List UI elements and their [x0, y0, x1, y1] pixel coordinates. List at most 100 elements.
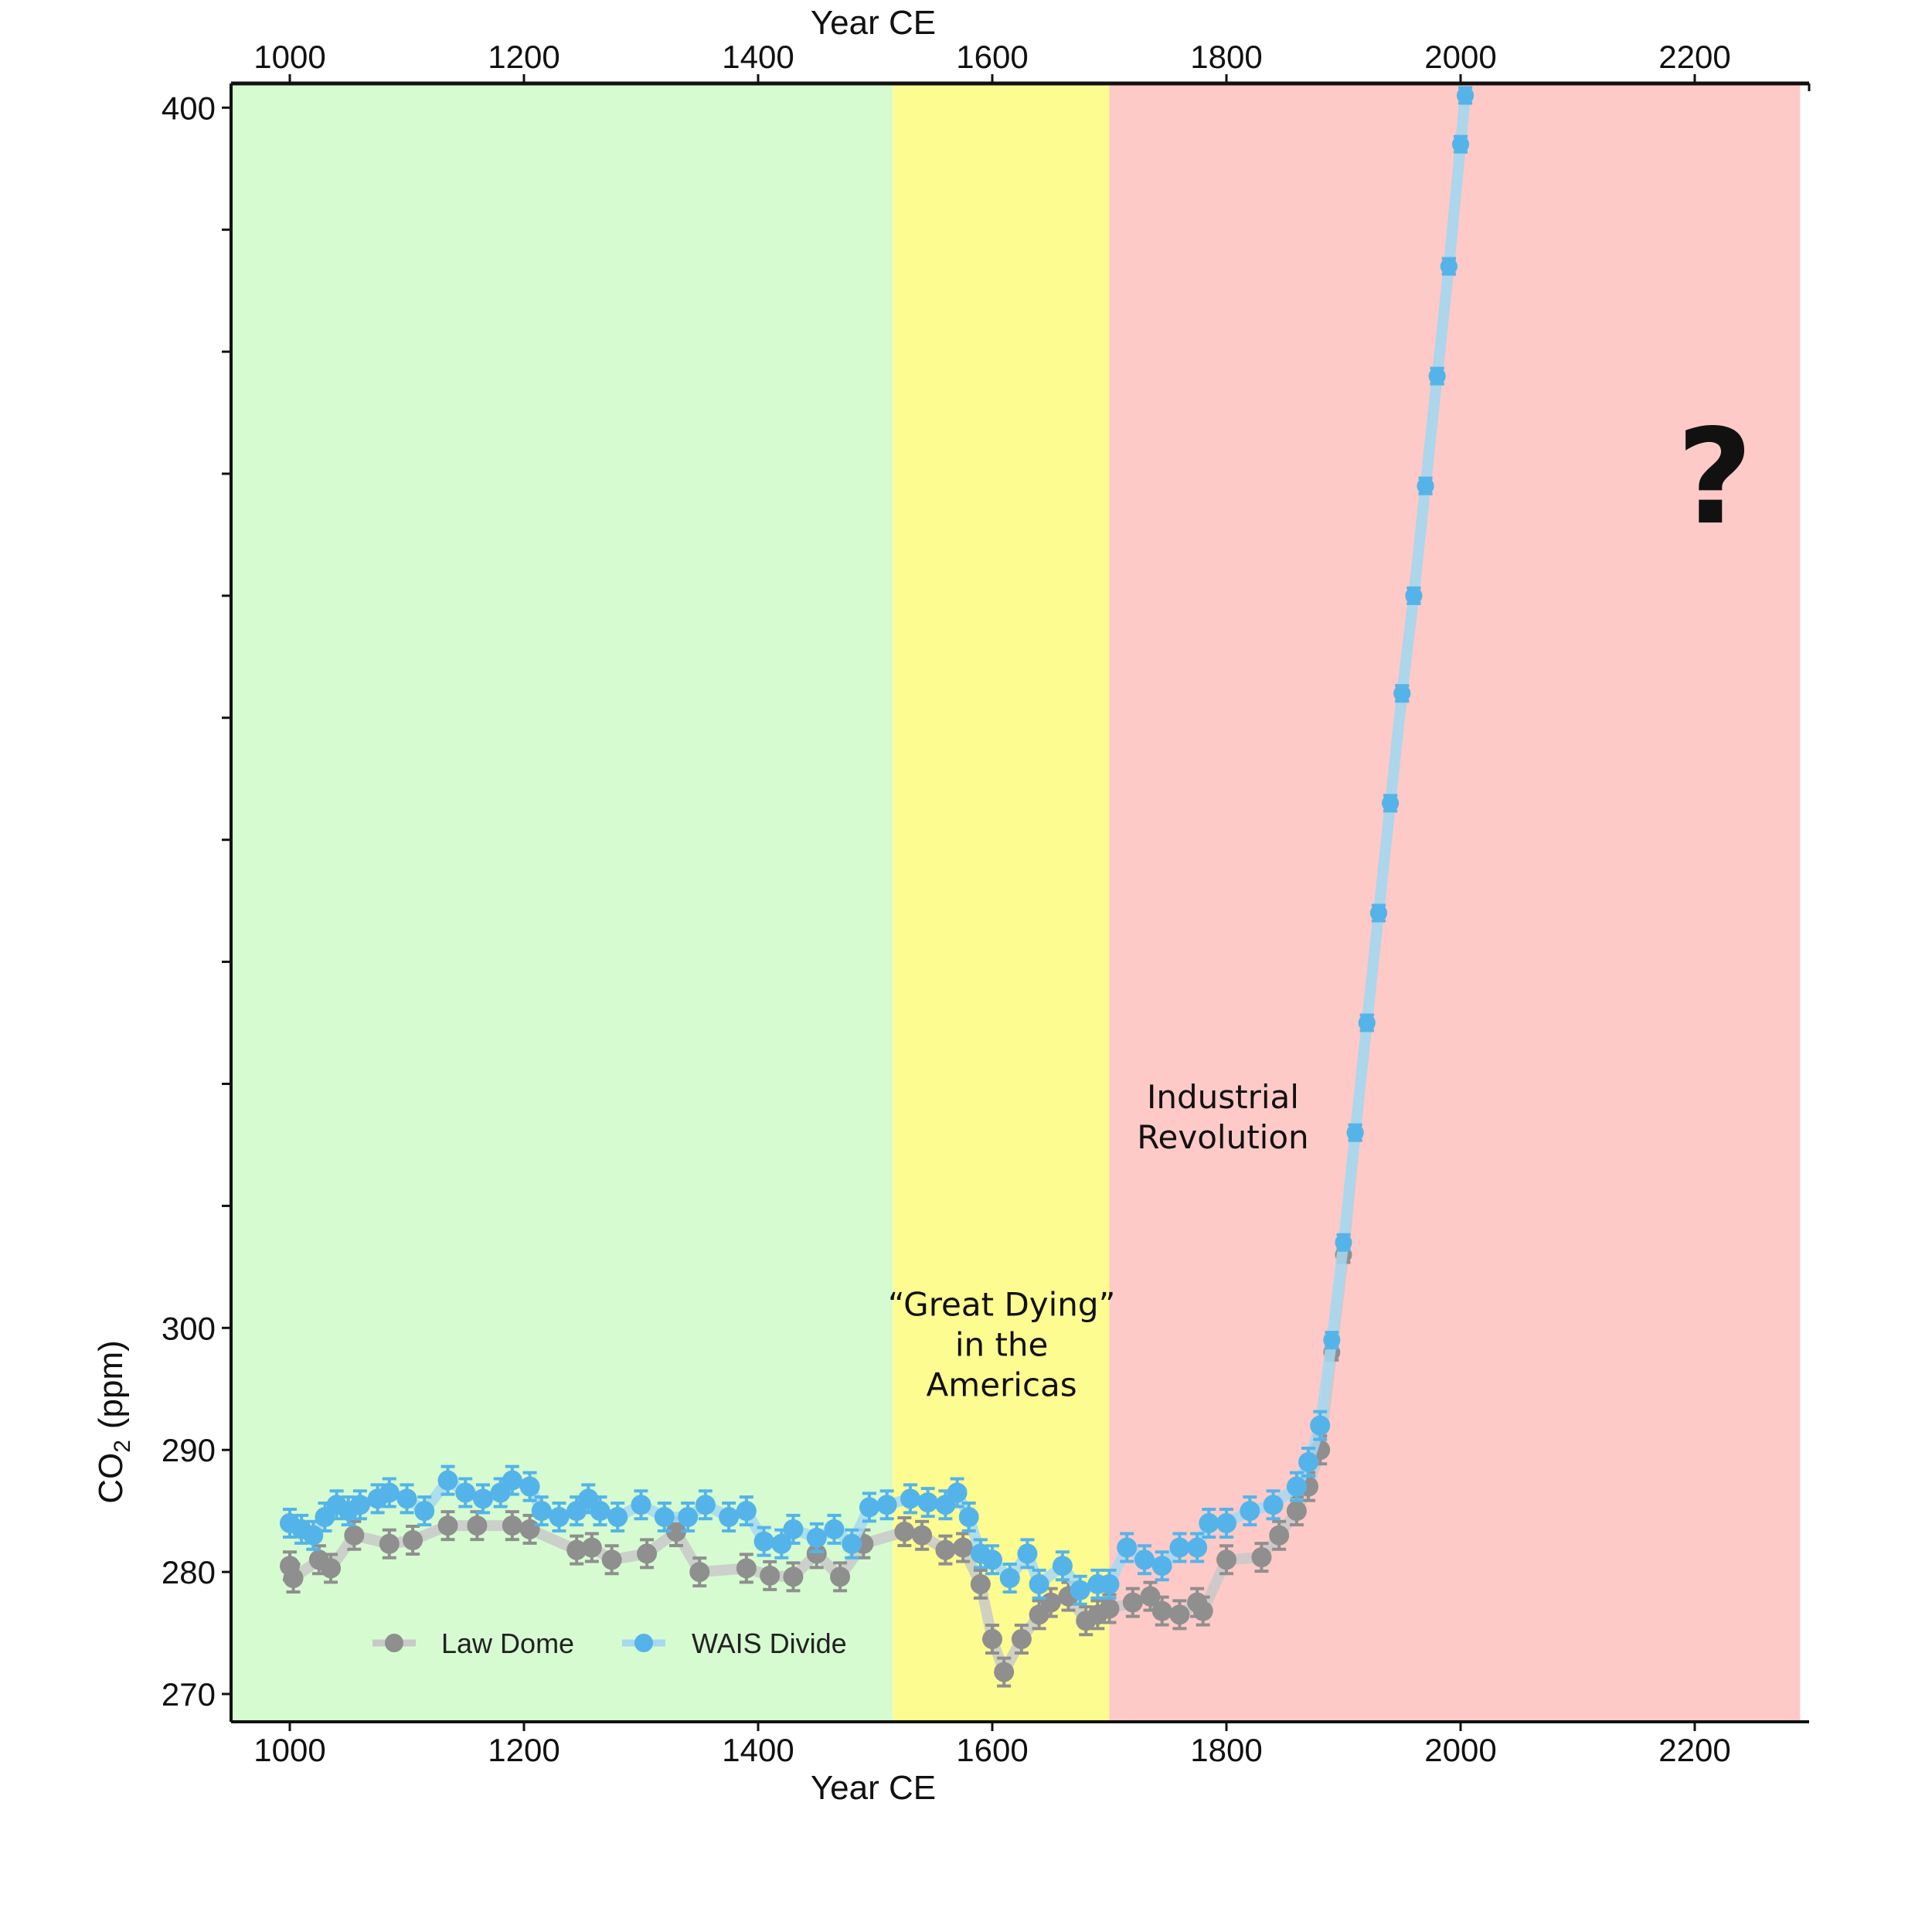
law-dome-point [894, 1515, 915, 1547]
x-tick-label-top: 1400 [722, 39, 794, 75]
wais-divide-marker [1440, 257, 1458, 275]
wais-divide-marker [472, 1488, 493, 1509]
wais-divide-marker [1187, 1537, 1208, 1558]
law-dome-marker [1011, 1628, 1032, 1649]
law-dome-marker [894, 1521, 915, 1542]
wais-divide-marker [414, 1501, 435, 1522]
law-dome-marker [437, 1515, 458, 1536]
x-tick-label-top: 1000 [253, 39, 325, 75]
wais-divide-marker [1017, 1543, 1038, 1564]
great-dying-label-line: Americas [927, 1366, 1077, 1404]
wais-divide-marker [437, 1470, 458, 1491]
great-dying-label: “Great Dying” in the Americas [888, 1286, 1115, 1404]
wais-divide-point [736, 1495, 757, 1527]
great-dying-label-line: in the [955, 1326, 1049, 1364]
wais-divide-marker [654, 1507, 675, 1528]
wais-divide-marker [455, 1482, 476, 1503]
wais-divide-point [349, 1489, 370, 1521]
law-dome-marker [935, 1539, 956, 1560]
wais-divide-marker [1169, 1537, 1190, 1558]
wais-divide-marker [947, 1482, 968, 1503]
wais-divide-marker [1393, 685, 1411, 702]
wais-divide-marker [1199, 1512, 1219, 1533]
x-tick-label-bottom: 1400 [722, 1732, 794, 1768]
y-tick-label: 280 [162, 1554, 216, 1590]
x-tick-label-bottom: 2200 [1658, 1732, 1730, 1768]
wais-divide-marker [917, 1492, 938, 1513]
wais-divide-marker [1263, 1495, 1284, 1515]
wais-divide-point [1240, 1495, 1260, 1527]
wais-divide-point [859, 1492, 879, 1523]
wais-divide-marker [736, 1501, 757, 1522]
wais-divide-point [455, 1477, 476, 1509]
wais-divide-point [1151, 1550, 1172, 1582]
law-dome-point [689, 1556, 710, 1588]
axes: 1000 1000 1200 1200 1400 1400 1600 1600 1800 1800… [162, 39, 1811, 1768]
wais-divide-marker [379, 1482, 400, 1503]
wais-divide-point [999, 1562, 1020, 1594]
band-industrial [1109, 83, 1801, 1722]
wais-divide-point [1199, 1507, 1219, 1539]
wais-divide-marker [1216, 1512, 1236, 1533]
wais-divide-marker [1417, 477, 1434, 495]
wais-divide-point [1310, 1410, 1331, 1441]
x-tick-label-bottom: 1600 [956, 1732, 1028, 1768]
law-dome-marker [1286, 1501, 1307, 1522]
law-dome-marker [637, 1543, 658, 1564]
x-axis-title-bottom: Year CE [811, 1769, 936, 1807]
y-tick-label: 400 [162, 90, 216, 126]
wais-divide-marker [1240, 1501, 1260, 1522]
wais-divide-marker [349, 1495, 370, 1515]
wais-divide-marker [1457, 87, 1475, 104]
wais-divide-point [1335, 1233, 1352, 1252]
wais-divide-marker [549, 1507, 570, 1528]
law-dome-point [379, 1528, 400, 1560]
wais-divide-marker [824, 1519, 845, 1539]
great-dying-label-line: “Great Dying” [888, 1286, 1115, 1324]
law-dome-marker [467, 1515, 488, 1536]
industrial-revolution-label: Industrial Revolution [1137, 1078, 1308, 1156]
wais-divide-point [326, 1489, 347, 1521]
law-dome-point [953, 1532, 974, 1563]
x-tick-label-bottom: 1000 [253, 1732, 325, 1768]
wais-divide-point [1346, 1123, 1364, 1142]
legend-law-dome-label: Law Dome [441, 1628, 574, 1659]
law-dome-marker [970, 1573, 991, 1594]
law-dome-point [321, 1553, 342, 1584]
wais-divide-point [519, 1471, 540, 1502]
law-dome-point [637, 1538, 658, 1570]
band-great-dying [893, 83, 1110, 1722]
law-dome-marker [379, 1533, 400, 1554]
wais-divide-marker [695, 1495, 716, 1515]
wais-divide-point [1029, 1568, 1049, 1600]
wais-divide-point [502, 1464, 522, 1496]
law-dome-marker [806, 1543, 827, 1564]
law-dome-point [982, 1623, 1002, 1655]
wais-divide-point [982, 1544, 1002, 1576]
wais-divide-point [1393, 684, 1411, 703]
wais-divide-point [1358, 1013, 1376, 1032]
law-dome-point [1169, 1599, 1190, 1631]
wais-divide-point [590, 1495, 611, 1527]
law-dome-marker [783, 1566, 804, 1587]
wais-divide-marker [1286, 1476, 1307, 1497]
y-tick-label: 270 [162, 1676, 216, 1713]
wais-divide-marker [590, 1501, 611, 1522]
wais-divide-point [719, 1502, 740, 1533]
wais-divide-marker [842, 1533, 862, 1554]
wais-divide-marker [1323, 1332, 1341, 1349]
wais-divide-marker [631, 1495, 651, 1515]
law-dome-point [1122, 1587, 1143, 1618]
wais-divide-marker [982, 1549, 1002, 1570]
wais-divide-marker [519, 1476, 540, 1497]
law-dome-marker [321, 1558, 342, 1579]
wais-divide-point [1323, 1331, 1341, 1350]
wais-divide-point [958, 1502, 979, 1533]
wais-divide-point [631, 1489, 651, 1521]
question-mark-line: ? [1676, 401, 1753, 554]
wais-divide-point [1457, 86, 1475, 105]
industrial-revolution-label-line: Industrial [1147, 1078, 1299, 1116]
wais-divide-point [549, 1502, 570, 1533]
wais-divide-point [842, 1528, 862, 1560]
wais-divide-marker [1428, 367, 1446, 385]
